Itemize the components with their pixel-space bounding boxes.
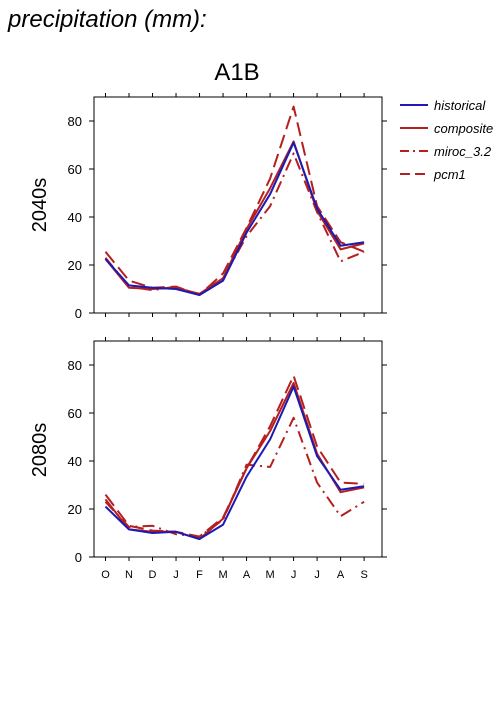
- row-label: 2080s: [29, 423, 51, 478]
- x-tick-label: S: [360, 569, 367, 581]
- row-label: 2040s: [29, 178, 51, 233]
- x-tick-label: A: [337, 569, 345, 581]
- scenario-title: A1B: [214, 59, 259, 86]
- series-line-pcm1: [104, 374, 365, 538]
- y-tick-label: 20: [68, 258, 82, 273]
- legend-label-composite: composite: [434, 121, 493, 136]
- series-line-historical: [104, 385, 365, 540]
- y-tick-label: 40: [68, 454, 82, 469]
- x-tick-label: M: [218, 569, 227, 581]
- panel-2080s: 0 20 40 60 80 O N D J F M A M J J A S 2080s: [29, 337, 387, 581]
- y-tick-label: 40: [68, 210, 82, 225]
- x-tick-label: O: [101, 569, 110, 581]
- x-tick-label: M: [265, 569, 274, 581]
- series-line-miroc_3.2: [104, 416, 365, 538]
- plot-frame: [93, 340, 383, 558]
- x-tick-label: J: [314, 569, 320, 581]
- legend-label-historical: historical: [434, 98, 486, 113]
- y-tick-label: 80: [68, 358, 82, 373]
- plot-frame: [93, 96, 383, 314]
- page-title: precipitation (mm):: [7, 6, 207, 33]
- x-tick-label: J: [291, 569, 297, 581]
- x-tick-label: J: [173, 569, 179, 581]
- legend-label-pcm1: pcm1: [433, 167, 466, 182]
- x-tick-label: D: [149, 569, 157, 581]
- x-tick-label: F: [196, 569, 203, 581]
- legend-label-miroc_3.2: miroc_3.2: [434, 144, 492, 159]
- y-tick-label: 60: [68, 406, 82, 421]
- y-tick-label: 20: [68, 502, 82, 517]
- y-tick-label: 60: [68, 162, 82, 177]
- y-tick-label: 0: [75, 550, 82, 565]
- panel-2040s: 0 20 40 60 80 2040s: [29, 93, 387, 321]
- x-tick-label: N: [125, 569, 133, 581]
- y-tick-label: 0: [75, 306, 82, 321]
- x-tick-label: A: [243, 569, 251, 581]
- y-tick-label: 80: [68, 114, 82, 129]
- legend: historical composite miroc_3.2 pcm1: [400, 98, 493, 182]
- series-line-pcm1: [104, 105, 365, 296]
- series-line-historical: [104, 141, 365, 296]
